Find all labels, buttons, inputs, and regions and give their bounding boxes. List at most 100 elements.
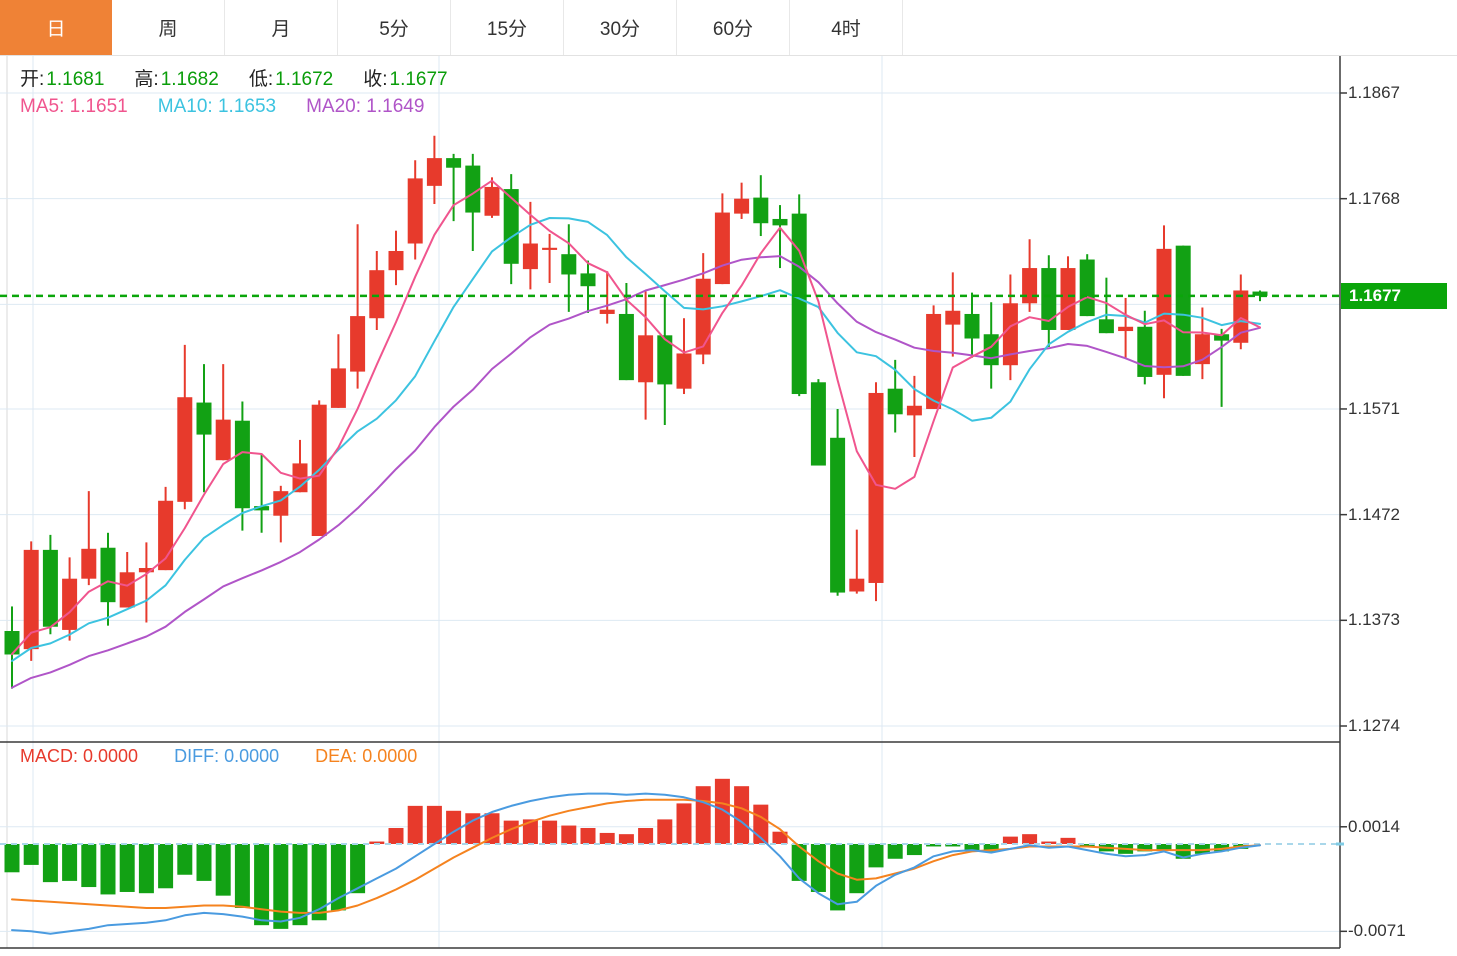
candle	[81, 548, 97, 579]
macd-bar	[580, 828, 596, 844]
candle	[446, 158, 462, 168]
tab-5分[interactable]: 5分	[338, 0, 451, 55]
tab-月[interactable]: 月	[225, 0, 338, 55]
macd-bar	[599, 832, 615, 844]
candle	[42, 549, 58, 627]
candle	[945, 310, 961, 325]
close-value: 收: 1.1677	[363, 69, 448, 90]
candle	[638, 335, 654, 383]
candle	[1137, 326, 1153, 377]
tab-周[interactable]: 周	[112, 0, 225, 55]
candle	[734, 198, 750, 214]
tab-15分[interactable]: 15分	[451, 0, 564, 55]
macd-bar	[561, 825, 577, 844]
macd-bar	[273, 844, 289, 929]
macd-bar	[1079, 844, 1095, 847]
macd-bar	[657, 819, 673, 844]
candle	[580, 273, 596, 287]
macd-bar	[542, 820, 558, 844]
dea-value: DEA: 0.0000	[315, 746, 418, 766]
macd-bar	[407, 805, 423, 844]
macd-bar	[234, 844, 250, 908]
price-tick-label: 1.1274	[1348, 716, 1400, 735]
candle	[868, 392, 884, 583]
macd-bar	[426, 805, 442, 844]
open-value: 开: 1.1681	[20, 69, 105, 90]
macd-bar	[964, 844, 980, 851]
price-tick-label: 1.1571	[1348, 398, 1400, 418]
price-tick-label: 1.1472	[1348, 504, 1400, 524]
candle	[676, 353, 692, 389]
candle	[196, 402, 212, 435]
candle	[388, 250, 404, 271]
candle	[234, 420, 250, 509]
candle	[1098, 319, 1114, 334]
macd-bar	[810, 844, 826, 892]
ohlc-legend: 开: 1.1681 高: 1.1682 低: 1.1672 收: 1.1677	[20, 64, 478, 91]
candle	[561, 254, 577, 275]
macd-bar	[138, 844, 154, 894]
tab-30分[interactable]: 30分	[564, 0, 677, 55]
candle	[62, 578, 78, 630]
macd-bar	[369, 841, 385, 844]
macd-bar	[100, 844, 116, 895]
tab-60分[interactable]: 60分	[677, 0, 790, 55]
candle	[330, 368, 346, 408]
candle	[1156, 248, 1172, 375]
candle	[772, 218, 788, 226]
candle	[849, 578, 865, 592]
candle	[522, 243, 538, 270]
macd-bar	[926, 844, 942, 847]
tab-日[interactable]: 日	[0, 0, 112, 55]
high-value: 高: 1.1682	[134, 69, 219, 90]
macd-bar	[1175, 844, 1191, 859]
macd-bar	[887, 844, 903, 859]
macd-bar	[42, 844, 58, 883]
candle	[906, 405, 922, 416]
price-tick-label: 1.1373	[1348, 610, 1400, 630]
macd-bar	[945, 844, 961, 847]
macd-bar	[1194, 844, 1210, 854]
candle	[407, 178, 423, 244]
candle	[1214, 334, 1230, 341]
candle	[1002, 303, 1018, 366]
candle	[714, 212, 730, 285]
ma5-value: MA5: 1.1651	[20, 96, 128, 117]
candle	[618, 313, 634, 381]
candle	[1252, 291, 1268, 296]
candle	[100, 547, 116, 603]
candle	[350, 316, 366, 372]
ma-legend: MA5: 1.1651 MA10: 1.1653 MA20: 1.1649	[20, 96, 454, 118]
ma5-line	[11, 179, 1261, 656]
macd-bar	[446, 810, 462, 844]
macd-bar	[1022, 834, 1038, 844]
tab-4时[interactable]: 4时	[790, 0, 903, 55]
price-tick-label: 1.1867	[1348, 83, 1400, 102]
macd-bar	[177, 844, 193, 875]
low-value: 低: 1.1672	[248, 69, 334, 90]
candle	[465, 165, 481, 213]
candle	[1233, 290, 1249, 343]
candle	[791, 213, 807, 395]
macd-bar	[676, 803, 692, 844]
candle	[138, 568, 154, 573]
candle	[753, 197, 769, 224]
candle	[273, 491, 289, 516]
macd-tick-label: -0.0071	[1348, 921, 1406, 941]
macd-bar	[1214, 844, 1230, 852]
candle	[1175, 245, 1191, 376]
period-tabbar: 日周月 5分 15分 30分 60分 4时	[0, 0, 1457, 56]
macd-bar	[350, 844, 366, 894]
macd-bar	[695, 786, 711, 844]
macd-bar	[465, 813, 481, 844]
macd-bar	[119, 844, 135, 892]
macd-bar	[714, 778, 730, 844]
candle	[4, 630, 20, 655]
macd-bar	[618, 834, 634, 844]
macd-bar	[1137, 844, 1153, 852]
candle	[926, 313, 942, 409]
ma20-value: MA20: 1.1649	[306, 96, 425, 117]
candle	[23, 549, 39, 650]
candle	[1118, 326, 1134, 332]
